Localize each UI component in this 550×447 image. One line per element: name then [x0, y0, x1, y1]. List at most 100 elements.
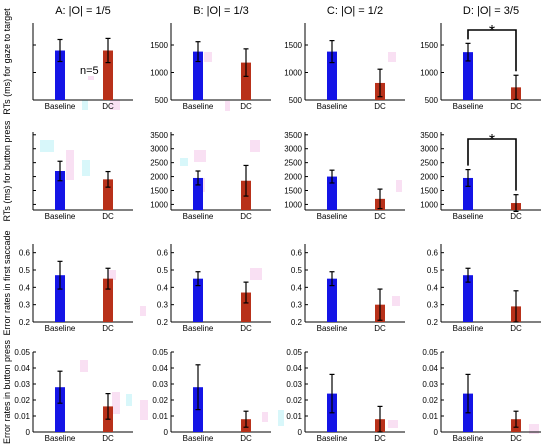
y-tick-label: 0.6 [427, 249, 439, 258]
x-tick-label: DC [374, 324, 386, 333]
y-tick-label: 0.02 [14, 396, 30, 405]
x-tick-label: Baseline [317, 324, 348, 333]
artifact-patch [396, 180, 402, 192]
artifact-patch [88, 76, 94, 80]
y-tick-label: 1500 [284, 41, 302, 50]
artifact-patch [250, 268, 262, 280]
x-tick-label: DC [374, 102, 386, 111]
y-tick-label: 500 [425, 96, 439, 105]
y-tick-label: 0.05 [152, 348, 168, 357]
x-tick-label: Baseline [453, 212, 484, 221]
y-tick-label: 0.02 [422, 396, 438, 405]
y-tick-label: 1500 [420, 41, 438, 50]
x-tick-label: DC [240, 102, 252, 111]
artifact-patch [180, 158, 188, 166]
panel-r3-c1: Error rates in first saccade 0.2 0.3 0.4 0.5… [2, 230, 133, 336]
n-label: n=5 [80, 65, 99, 77]
y-tick-label: 3500 [420, 131, 438, 140]
artifact-patch [80, 360, 88, 372]
bar-dc [103, 50, 113, 100]
x-tick-label: DC [240, 434, 252, 443]
y-tick-label: 0.05 [422, 348, 438, 357]
y-tick-label: 1000 [284, 69, 302, 78]
significance-bracket [467, 29, 517, 72]
panels-layer: A: |O| = 1/5 RTs (ms) for gaze to target B… [2, 5, 541, 444]
y-axis-label: RTs (ms) for button press [2, 120, 12, 221]
artifact-patch [40, 140, 54, 152]
artifact-patch [194, 150, 206, 162]
panel-r3-c2: 0.2 0.3 0.4 0.5 0.6 Baseline DC [157, 244, 271, 333]
y-tick-label: 0.04 [286, 364, 302, 373]
y-tick-label: 0.03 [286, 380, 302, 389]
artifact-patch [140, 400, 148, 420]
artifact-patch [204, 52, 212, 62]
bar-baseline [193, 177, 203, 210]
bar-baseline [55, 387, 65, 432]
bar-dc [241, 62, 251, 100]
y-tick-label: 0.6 [19, 249, 31, 258]
artifact-patch [278, 410, 284, 426]
y-tick-label: 1000 [420, 69, 438, 78]
significance-marker: * [489, 132, 495, 149]
bar-baseline [327, 278, 337, 322]
x-tick-label: Baseline [183, 324, 214, 333]
y-tick-label: 1500 [420, 187, 438, 196]
y-tick-label: 3000 [420, 145, 438, 154]
panel-r1-c3: C: |O| = 1/2 500 1000 1500 Baseline DC [284, 5, 405, 111]
panel-r3-c3: 0.2 0.3 0.4 0.5 0.6 Baseline DC [291, 244, 405, 333]
x-tick-label: DC [510, 434, 522, 443]
bar-dc [241, 292, 251, 322]
y-tick-label: 0 [26, 428, 31, 437]
y-tick-label: 0.5 [19, 266, 31, 275]
panel-title: D: |O| = 3/5 [463, 5, 519, 17]
y-tick-label: 3000 [150, 145, 168, 154]
bar-baseline [463, 275, 473, 322]
x-tick-label: Baseline [317, 102, 348, 111]
y-tick-label: 0.5 [427, 266, 439, 275]
panel-title: A: |O| = 1/5 [55, 5, 111, 17]
panel-r4-c1: Error rates in button press 0 0.01 0.02 0.03… [2, 339, 133, 444]
y-tick-label: 1500 [150, 41, 168, 50]
panel-r4-c3: 0 0.01 0.02 0.03 0.04 0.05 Baseline DC [286, 348, 405, 443]
y-tick-label: 0.4 [19, 283, 31, 292]
panel-r1-c4: D: |O| = 3/5 500 1000 1500 Baseline DC * [420, 5, 541, 111]
x-tick-label: DC [102, 212, 114, 221]
y-tick-label: 0.2 [291, 318, 303, 327]
y-tick-label: 2000 [420, 173, 438, 182]
x-tick-label: Baseline [45, 434, 76, 443]
y-tick-label: 0.05 [286, 348, 302, 357]
y-tick-label: 2500 [284, 159, 302, 168]
y-tick-label: 0.01 [152, 412, 168, 421]
x-tick-label: Baseline [45, 102, 76, 111]
y-tick-label: 0.4 [157, 283, 169, 292]
y-tick-label: 0 [434, 428, 439, 437]
y-tick-label: 1000 [420, 200, 438, 209]
x-tick-label: Baseline [453, 324, 484, 333]
y-tick-label: 1000 [150, 200, 168, 209]
panel-r4-c2: 0 0.01 0.02 0.03 0.04 0.05 Baseline DC [152, 348, 271, 443]
y-tick-label: 3500 [284, 131, 302, 140]
bar-baseline [55, 171, 65, 210]
y-tick-label: 0.5 [291, 266, 303, 275]
panel-r2-c3: 1000 1500 2000 2500 3000 3500 Baseline DC [284, 131, 405, 221]
y-tick-label: 0.04 [422, 364, 438, 373]
y-tick-label: 0.4 [291, 283, 303, 292]
bar-baseline [327, 176, 337, 210]
x-tick-label: Baseline [45, 212, 76, 221]
y-tick-label: 0.2 [19, 318, 31, 327]
panel-title: C: |O| = 1/2 [327, 5, 383, 17]
y-axis-label: Error rates in button press [2, 339, 12, 444]
y-tick-label: 0.3 [291, 301, 303, 310]
x-tick-label: Baseline [45, 324, 76, 333]
artifact-patch [262, 412, 268, 422]
y-tick-label: 0.04 [152, 364, 168, 373]
x-tick-label: DC [374, 434, 386, 443]
y-tick-label: 3500 [150, 131, 168, 140]
panel-r2-c4: 1000 1500 2000 2500 3000 3500 Baseline DC * [420, 131, 541, 221]
panel-r2-c1: RTs (ms) for button press Baseline DC [2, 120, 133, 221]
x-tick-label: DC [240, 212, 252, 221]
artifact-patch [126, 394, 132, 406]
y-tick-label: 0.6 [291, 249, 303, 258]
y-tick-label: 0.5 [157, 266, 169, 275]
